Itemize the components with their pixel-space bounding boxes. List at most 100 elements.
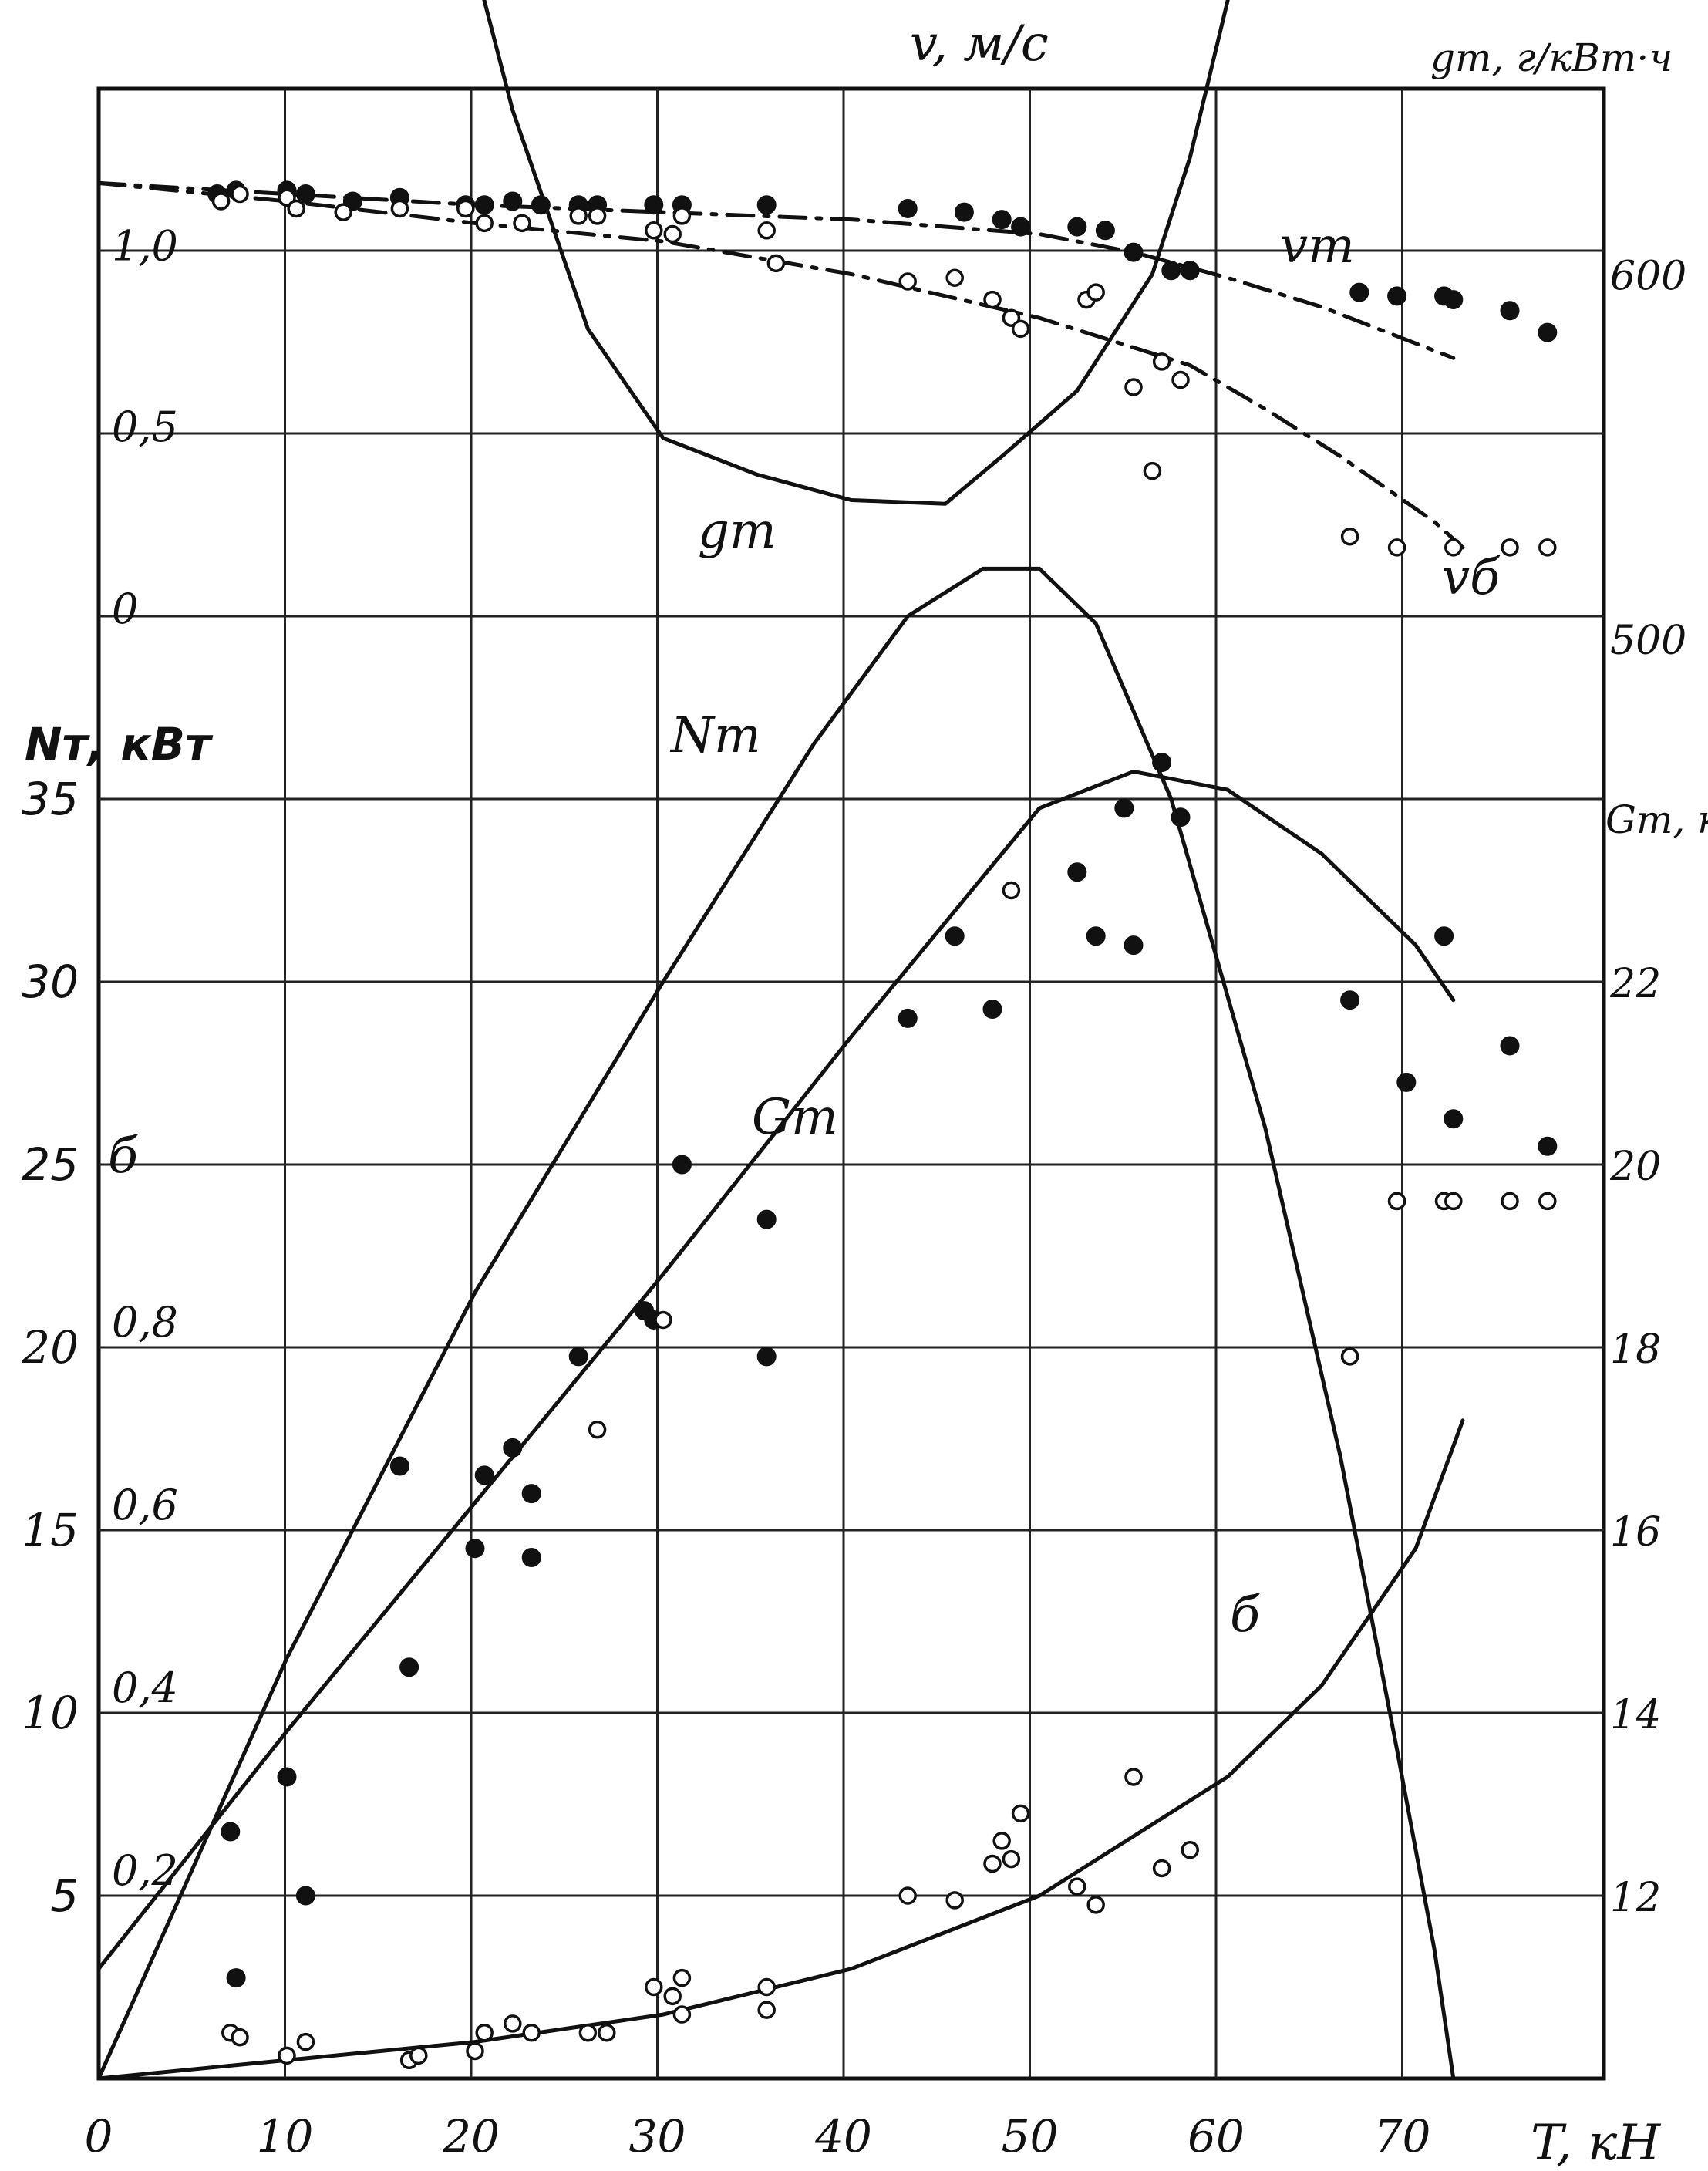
point-filled-Gт [1444, 1109, 1464, 1129]
point-open-б [672, 2005, 692, 2024]
gt-tick-label: 600 [1610, 254, 1686, 300]
point-open-б [757, 2001, 776, 2019]
x-tick-label: 0 [85, 2110, 113, 2163]
x-tick-label: 60 [1188, 2110, 1245, 2163]
point-open-б [992, 1832, 1011, 1850]
nt-tick-label: 20 [21, 1321, 79, 1374]
point-open-vб [231, 184, 249, 204]
point-open-vб [1011, 319, 1030, 339]
curves [96, 0, 1465, 2081]
point-filled-Gт [474, 1465, 494, 1485]
point-filled-Gт [277, 1767, 297, 1787]
point-filled-vт [1387, 286, 1407, 306]
point-open-б [466, 2041, 484, 2061]
nt-tick-label: 5 [50, 1869, 79, 1922]
point-open-б [1387, 1192, 1406, 1211]
point-filled-Gт [1396, 1072, 1417, 1092]
point-filled-vт [992, 210, 1012, 230]
point-open-vб [945, 268, 964, 287]
delta-tick-label: 0,2 [112, 1846, 178, 1895]
point-filled-vт [1124, 242, 1144, 262]
curve-vб [96, 180, 1465, 550]
point-filled-Gт [1152, 753, 1172, 773]
point-filled-vт [1444, 290, 1464, 310]
point-filled-Gт [226, 1968, 246, 1988]
point-open-б [1340, 1347, 1359, 1366]
point-open-vб [334, 203, 352, 221]
v-tick-label: 0,5 [112, 403, 178, 451]
point-filled-Gт [399, 1657, 419, 1677]
point-filled-Gт [1067, 862, 1087, 882]
point-filled-Gт [1340, 990, 1360, 1010]
Gt-tick-label: 22 [1609, 961, 1661, 1007]
point-open-б [898, 1886, 917, 1905]
x-tick-label: 40 [814, 2110, 872, 2163]
point-open-vб [1387, 538, 1406, 557]
point-open-vб [1143, 461, 1162, 480]
x-tick-label: 50 [1002, 2110, 1059, 2163]
point-open-vб [1340, 527, 1359, 546]
point-open-Gт [1002, 881, 1021, 900]
point-open-vб [588, 207, 607, 225]
point-open-б [578, 2024, 598, 2042]
point-filled-vт [644, 195, 664, 215]
point-open-б [1152, 1859, 1171, 1878]
point-open-vб [1444, 538, 1463, 557]
label-N-t: Nт [669, 707, 761, 764]
point-open-vб [1152, 352, 1171, 371]
point-filled-vт [1500, 301, 1520, 321]
point-open-б [1124, 1768, 1143, 1786]
point-open-б [1501, 1192, 1519, 1211]
v-tick-label: 0 [112, 585, 138, 633]
point-open-б [1181, 1841, 1199, 1859]
Gt-tick-label: 20 [1609, 1144, 1661, 1190]
point-open-Gт [588, 1420, 607, 1439]
Gt-tick-label: 14 [1610, 1692, 1661, 1738]
delta-tick-label: 0,4 [112, 1664, 178, 1712]
Gt-tick-label: 16 [1610, 1509, 1661, 1556]
nt-tick-label: 10 [22, 1687, 79, 1739]
x-axis-title: T, кН [1531, 2115, 1661, 2167]
point-filled-Gт [1124, 935, 1144, 956]
point-open-vб [898, 272, 917, 291]
point-filled-Gт [221, 1822, 241, 1842]
point-open-vб [569, 207, 588, 225]
point-open-б [504, 2014, 522, 2033]
point-filled-Gт [756, 1209, 777, 1229]
point-filled-Gт [672, 1155, 692, 1175]
point-filled-Gт [898, 1008, 918, 1028]
point-filled-Gт [503, 1438, 523, 1458]
point-open-б [522, 2024, 541, 2042]
point-open-vб [1538, 538, 1557, 557]
point-open-б [1011, 1804, 1030, 1823]
nt-tick-label: 15 [22, 1504, 79, 1556]
label-g-t: gт [698, 503, 777, 560]
label-G-t: Gт [752, 1089, 838, 1146]
point-filled-Gт [1114, 798, 1134, 818]
point-filled-vт [1067, 217, 1087, 237]
point-open-б [983, 1854, 1002, 1873]
point-filled-Gт [465, 1539, 485, 1559]
v-tick-label: 1,0 [112, 222, 178, 271]
Gt-axis-title: Gт, кг/ч [1605, 797, 1708, 842]
x-tick-label: 10 [257, 2110, 314, 2163]
point-filled-vт [531, 195, 551, 215]
point-open-б [945, 1891, 964, 1910]
point-open-vб [390, 199, 409, 218]
nt-tick-label: 35 [22, 773, 79, 825]
label-v-b: vб [1442, 549, 1501, 606]
point-filled-vт [954, 202, 974, 222]
nt-axis-title: Nт, кВт [25, 718, 214, 770]
point-filled-Gт [756, 1347, 777, 1367]
point-filled-Gт [1171, 807, 1191, 828]
point-filled-vт [1349, 282, 1369, 302]
point-open-vб [1124, 378, 1143, 396]
point-filled-vт [898, 198, 918, 218]
point-open-б [231, 2028, 249, 2047]
point-open-vб [1086, 283, 1105, 302]
point-filled-vт [1161, 261, 1181, 281]
point-open-б [663, 1987, 682, 2006]
grid [96, 86, 1606, 2081]
